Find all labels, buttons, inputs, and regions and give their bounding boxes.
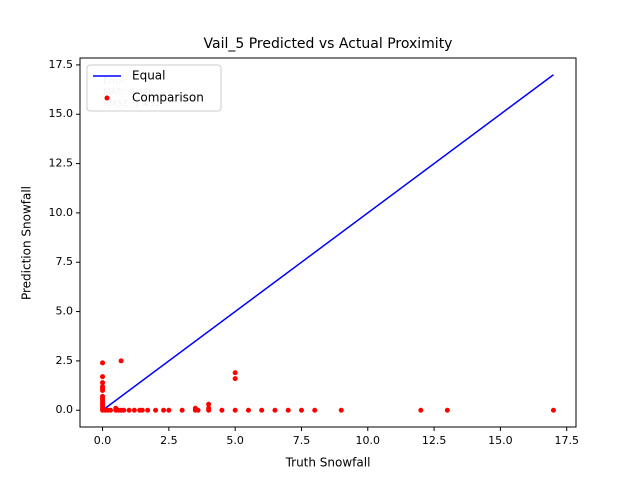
point (118, 358, 124, 364)
point (444, 407, 450, 413)
legend-label: Comparison (132, 91, 204, 105)
point (298, 407, 304, 413)
x-tick-label: 15.0 (488, 434, 513, 447)
point (179, 407, 185, 413)
point (139, 407, 145, 413)
legend: Equal Comparison (86, 64, 222, 112)
point (195, 407, 201, 413)
point (312, 407, 318, 413)
point (232, 407, 238, 413)
y-tick-label: 15.0 (49, 107, 74, 120)
point (131, 407, 137, 413)
chart-title: Vail_5 Predicted vs Actual Proximity (204, 36, 453, 52)
point (166, 407, 172, 413)
y-axis-label: Prediction Snowfall (20, 186, 34, 300)
point (206, 401, 212, 407)
y-tick-label: 0.0 (56, 403, 74, 416)
point (100, 384, 106, 390)
point (245, 407, 251, 413)
plot-frame (79, 57, 577, 428)
legend-marker (104, 95, 110, 101)
x-tick-label: 17.5 (554, 434, 579, 447)
x-tick-label: 7.5 (293, 434, 311, 447)
y-tick-label: 7.5 (56, 255, 74, 268)
x-tick-label: 10.0 (356, 434, 381, 447)
point (126, 407, 132, 413)
point (272, 407, 278, 413)
point (100, 374, 106, 380)
point (161, 407, 167, 413)
x-tick-label: 2.5 (160, 434, 178, 447)
point (338, 407, 344, 413)
point (121, 407, 127, 413)
point (100, 360, 106, 366)
equal-line (102, 74, 554, 411)
y-tick-label: 17.5 (49, 58, 74, 71)
point (153, 407, 159, 413)
y-tick-label: 10.0 (49, 206, 74, 219)
point (100, 393, 106, 399)
point (285, 407, 291, 413)
x-axis-label: Truth Snowfall (285, 456, 371, 470)
point (259, 407, 265, 413)
point (418, 407, 424, 413)
point (232, 376, 238, 382)
point (232, 370, 238, 376)
point (145, 407, 151, 413)
point (206, 405, 212, 411)
y-tick-label: 5.0 (56, 305, 74, 318)
y-tick-label: 2.5 (56, 354, 74, 367)
point (550, 407, 556, 413)
x-tick-label: 0.0 (94, 434, 112, 447)
point (108, 407, 114, 413)
y-tick-label: 12.5 (49, 157, 74, 170)
point (219, 407, 225, 413)
legend-label: Equal (132, 69, 166, 83)
point (100, 380, 106, 386)
x-tick-label: 5.0 (226, 434, 244, 447)
x-tick-label: 12.5 (422, 434, 447, 447)
